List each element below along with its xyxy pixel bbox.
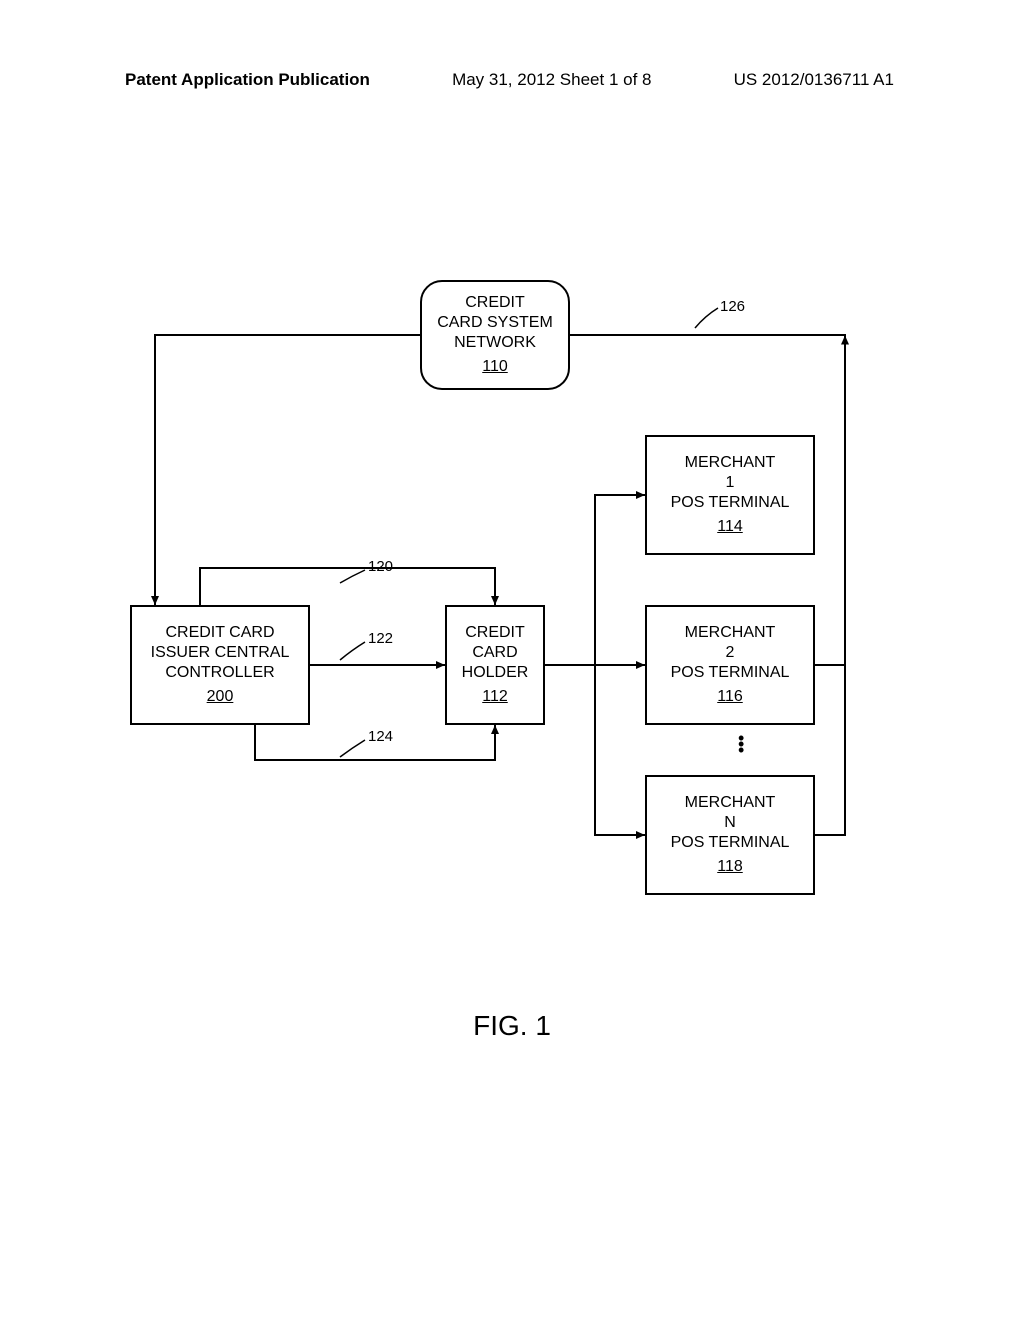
node-text: CREDIT [465,293,525,313]
node-text: 1 [726,473,735,493]
arrowhead [491,596,499,605]
ref-label-120: 120 [368,558,393,575]
arrowhead [636,491,645,499]
node-text: MERCHANT [685,793,776,813]
node-network: CREDITCARD SYSTEMNETWORK 110 [420,280,570,390]
page-header: Patent Application Publication May 31, 2… [0,70,1024,90]
node-text: CARD [472,643,517,663]
arrowhead [436,661,445,669]
node-text: NETWORK [454,333,536,353]
arrowhead [636,661,645,669]
node-text: POS TERMINAL [671,833,790,853]
node-ref: 112 [482,687,508,707]
node-text: 2 [726,643,735,663]
label-leader-3 [695,308,718,328]
vertical-ellipsis: ••• [738,735,744,753]
label-leader-0 [340,570,365,583]
arrowhead [151,596,159,605]
node-ref: 114 [717,517,743,537]
arrowhead [491,725,499,734]
node-text: N [724,813,736,833]
node-merch2: MERCHANT2POS TERMINAL 116 [645,605,815,725]
label-leader-1 [340,642,365,660]
figure-caption: FIG. 1 [0,1010,1024,1042]
ref-label-126: 126 [720,298,745,315]
arrowhead [636,831,645,839]
header-right: US 2012/0136711 A1 [734,70,894,90]
label-leader-2 [340,740,365,757]
ref-label-124: 124 [368,728,393,745]
header-left: Patent Application Publication [125,70,370,90]
edge-h_to_mN [595,665,645,835]
node-ref: 200 [207,687,234,707]
node-merch1: MERCHANT1POS TERMINAL 114 [645,435,815,555]
node-ref: 110 [482,357,508,377]
node-text: MERCHANT [685,623,776,643]
header-center: May 31, 2012 Sheet 1 of 8 [452,70,651,90]
node-text: CONTROLLER [165,663,274,683]
edge-e120 [200,568,495,605]
ref-label-122: 122 [368,630,393,647]
node-text: ISSUER CENTRAL [151,643,290,663]
node-controller: CREDIT CARDISSUER CENTRALCONTROLLER 200 [130,605,310,725]
node-text: CREDIT [465,623,525,643]
node-merchN: MERCHANTNPOS TERMINAL 118 [645,775,815,895]
edge-m2_right [815,335,845,665]
node-ref: 118 [717,857,743,877]
figure-diagram: CREDITCARD SYSTEMNETWORK110CREDIT CARDIS… [100,280,924,1000]
edge-mN_right [815,665,845,835]
node-text: MERCHANT [685,453,776,473]
node-text: CREDIT CARD [165,623,274,643]
node-text: HOLDER [462,663,529,683]
node-ref: 116 [717,687,743,707]
node-text: POS TERMINAL [671,493,790,513]
edge-h_to_m1 [545,495,645,665]
node-holder: CREDITCARDHOLDER 112 [445,605,545,725]
node-text: CARD SYSTEM [437,313,553,333]
node-text: POS TERMINAL [671,663,790,683]
